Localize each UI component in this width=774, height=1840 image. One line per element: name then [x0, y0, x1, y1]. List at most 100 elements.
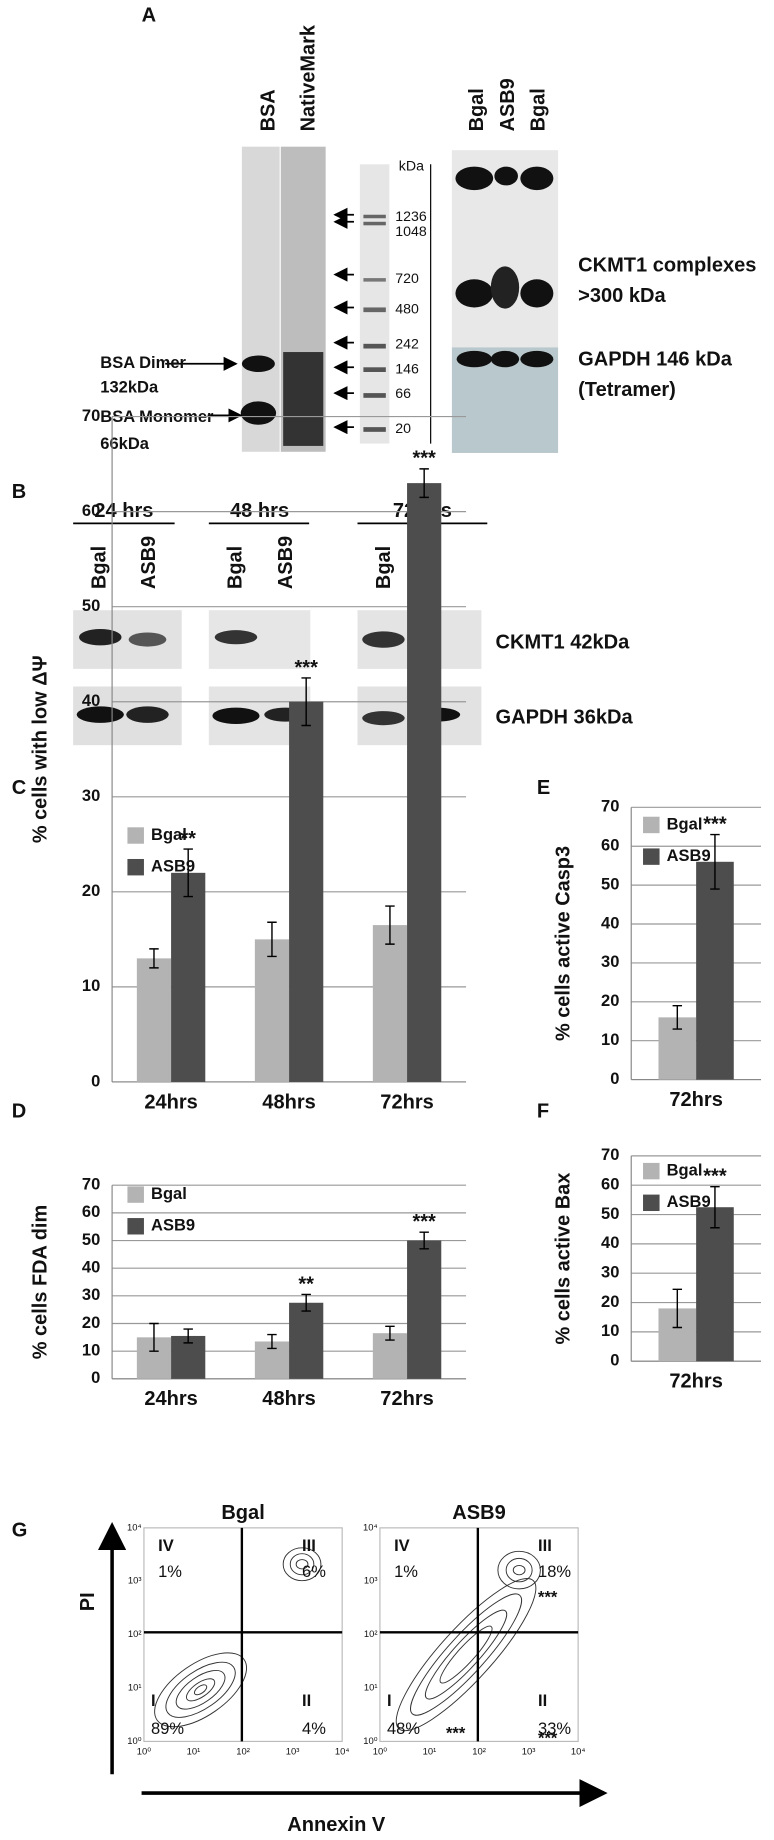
y-tick-label: 50: [601, 876, 619, 894]
y-tick-label: 10⁰: [127, 1735, 142, 1746]
y-tick-label: 60: [601, 1176, 619, 1194]
quadrant-label: III: [538, 1537, 552, 1555]
marker-label: 1236: [395, 208, 427, 224]
x-tick-label: 10³: [286, 1745, 300, 1756]
error-bar: [385, 1325, 395, 1341]
marker-label: 66: [395, 385, 411, 401]
y-tick-label: 30: [601, 953, 619, 971]
y-tick-label: 10: [82, 1342, 100, 1360]
quadrant-label: I: [151, 1692, 156, 1710]
legend-swatch: [643, 848, 660, 865]
bar: [289, 1302, 324, 1379]
quadrant-label: II: [538, 1692, 547, 1710]
lane-label: Bgal: [527, 88, 549, 131]
x-tick-label: 48hrs: [262, 1388, 316, 1410]
quadrant-percent: 89%: [151, 1720, 184, 1738]
y-tick-label: 50: [601, 1205, 619, 1223]
y-tick-label: 20: [601, 992, 619, 1010]
x-tick-label: 10¹: [423, 1745, 437, 1756]
legend-swatch: [127, 1218, 144, 1235]
bar: [372, 925, 408, 1082]
legend-swatch: [127, 1186, 144, 1203]
quadrant-label: I: [387, 1692, 392, 1710]
lane-label: NativeMark: [297, 24, 319, 131]
quadrant-percent: 1%: [158, 1563, 182, 1581]
y-tick-label: 10⁰: [363, 1735, 378, 1746]
significance: ***: [703, 1166, 727, 1188]
marker-unit: kDa: [399, 157, 424, 173]
quadrant-label: III: [302, 1537, 316, 1555]
panel-label: A: [142, 5, 156, 27]
significance: ***: [412, 448, 436, 470]
x-axis-label: Annexin V: [287, 1814, 386, 1836]
lane-label: ASB9: [275, 536, 297, 589]
y-tick-label: 60: [601, 837, 619, 855]
bar: [289, 701, 324, 1082]
gel-label: 66kDa: [100, 435, 150, 453]
lane-label: ASB9: [138, 536, 160, 589]
y-tick-label: 30: [601, 1264, 619, 1282]
x-tick-label: 10²: [236, 1745, 250, 1756]
error-bar: [672, 1288, 683, 1329]
y-tick-label: 0: [610, 1070, 619, 1088]
x-tick-label: 10³: [522, 1745, 536, 1756]
gel-label: >300 kDa: [578, 285, 666, 307]
y-tick-label: 20: [82, 1314, 100, 1332]
y-tick-label: 0: [91, 1072, 100, 1090]
error-bar: [419, 468, 429, 499]
legend-label: Bgal: [667, 1161, 703, 1179]
lane-label: BSA: [257, 89, 279, 131]
error-bar: [183, 848, 193, 898]
y-tick-label: 10⁴: [127, 1521, 142, 1532]
quadrant-label: IV: [158, 1537, 174, 1555]
x-tick-label: 10⁰: [137, 1745, 152, 1756]
panel-label: G: [12, 1520, 28, 1542]
gel-label: CKMT1 complexes: [578, 255, 756, 277]
error-bar: [149, 1322, 159, 1352]
y-tick-label: 40: [601, 1234, 619, 1252]
y-tick-label: 10³: [364, 1575, 378, 1586]
x-tick-label: 24hrs: [144, 1388, 198, 1410]
blots: [73, 610, 482, 746]
x-tick-label: 72hrs: [380, 1091, 434, 1113]
gel-label: BSA Dimer: [100, 354, 186, 372]
timepoint: 24 hrs: [94, 500, 153, 522]
x-tick-label: 10⁴: [571, 1745, 586, 1756]
y-tick-label: 10: [601, 1031, 619, 1049]
x-tick-label: 10²: [472, 1745, 486, 1756]
panel-label: F: [537, 1101, 549, 1123]
lane-label: Bgal: [89, 546, 111, 589]
marker-label: 720: [395, 270, 419, 286]
plot-frame: [379, 1527, 579, 1743]
legend-swatch: [643, 1194, 660, 1212]
error-bar: [301, 677, 311, 727]
y-axis-label: % cells active Casp3: [552, 846, 574, 1041]
quadrant-percent: 48%: [387, 1720, 420, 1738]
y-tick-label: 30: [82, 787, 100, 805]
gel-bands: [240, 166, 554, 446]
y-tick-label: 70: [82, 1176, 100, 1194]
marker-label: 242: [395, 336, 419, 352]
y-tick-label: 70: [82, 407, 100, 425]
y-tick-label: 50: [82, 597, 100, 615]
error-bar: [710, 1185, 720, 1229]
bar: [407, 483, 442, 1082]
legend-swatch: [643, 816, 660, 834]
significance: ***: [538, 1589, 558, 1607]
error-bar: [149, 948, 159, 969]
gel-label: 132kDa: [100, 379, 159, 397]
significance: **: [298, 1273, 314, 1295]
legend-label: Bgal: [151, 1185, 187, 1203]
legend-label: Bgal: [667, 815, 703, 833]
bar: [171, 872, 206, 1082]
x-tick-label: 10¹: [187, 1745, 201, 1756]
timepoint: 48 hrs: [230, 500, 289, 522]
legend-label: Bgal: [151, 826, 187, 844]
error-bar: [710, 833, 720, 890]
marker-label: 1048: [395, 223, 427, 239]
gel-lane: [241, 146, 280, 452]
panel-label: B: [12, 481, 26, 503]
lane-label: Bgal: [224, 546, 246, 589]
y-tick-label: 40: [82, 1259, 100, 1277]
